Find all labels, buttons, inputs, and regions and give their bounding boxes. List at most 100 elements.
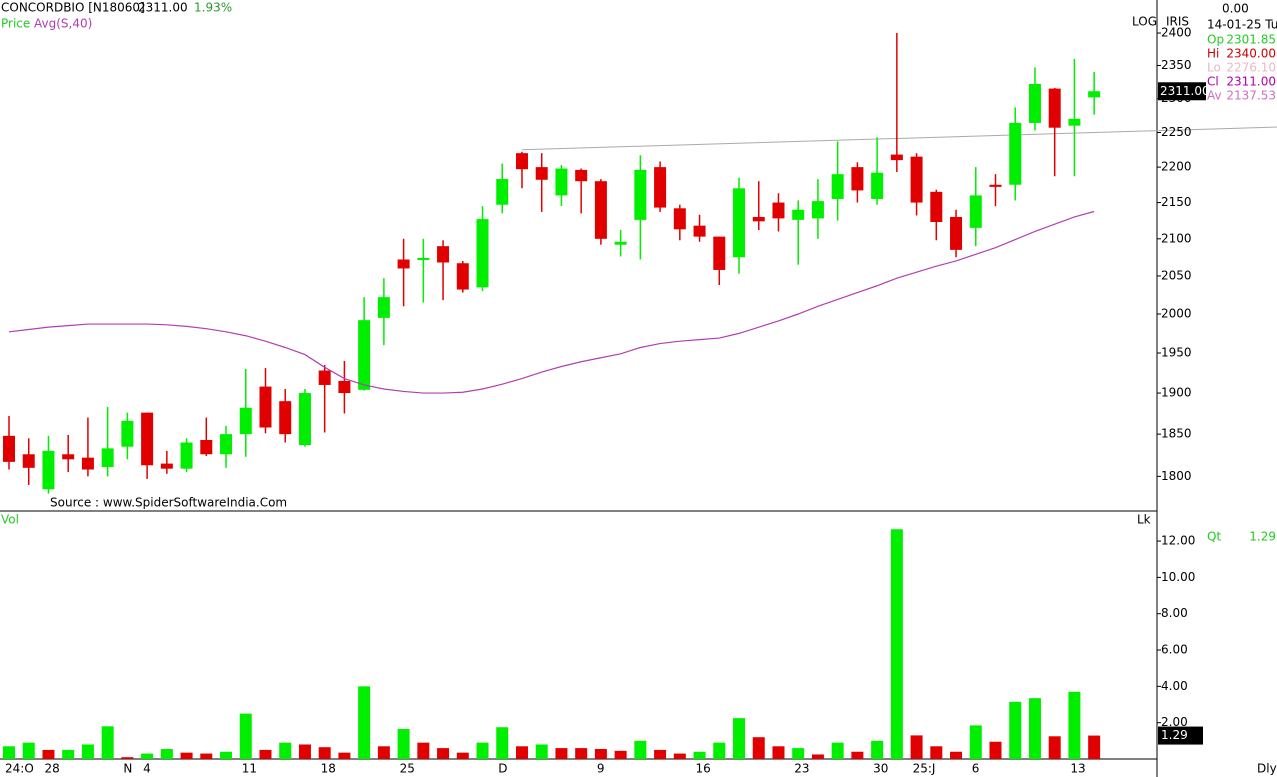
volume-bar <box>594 749 607 759</box>
candle-body <box>910 156 923 203</box>
price-tag: 2311.00 <box>1160 84 1210 98</box>
volume-bar <box>890 529 903 759</box>
info-value: 2311.00 <box>1226 75 1276 89</box>
candle-body <box>950 216 963 250</box>
candle-body <box>101 448 114 467</box>
y-tick-label: 2150 <box>1161 195 1192 209</box>
y-tick-label: 1950 <box>1161 346 1192 360</box>
candle-body <box>200 439 213 455</box>
candle-body <box>1068 118 1081 126</box>
x-tick-label: N <box>123 762 132 776</box>
x-tick-label: 9 <box>597 762 605 776</box>
y-tick-label: 2000 <box>1161 307 1192 321</box>
x-tick-label: 25 <box>400 762 415 776</box>
y-tick-label: 2050 <box>1161 268 1192 282</box>
candle-body <box>62 454 75 460</box>
candle-body <box>654 167 667 208</box>
source-bg <box>48 494 274 510</box>
volume-bar <box>476 742 489 759</box>
date: 14-01-25 Tu <box>1207 18 1277 32</box>
candle-body <box>673 208 686 230</box>
x-tick-label: 23 <box>794 762 809 776</box>
info-value: 2137.53 <box>1226 89 1276 103</box>
candle-body <box>3 435 15 462</box>
candle-body <box>634 169 647 220</box>
volume-bar <box>851 751 864 759</box>
volume-bar <box>397 729 410 759</box>
candle-body <box>476 219 489 288</box>
candle-body <box>121 420 134 447</box>
candle-body <box>930 191 943 223</box>
x-tick-label: 13 <box>1070 762 1085 776</box>
volume-bar <box>1028 698 1041 759</box>
change: 1.93% <box>194 1 232 15</box>
candle-body <box>298 393 311 446</box>
volume-tag: 1.29 <box>1161 728 1188 742</box>
info-value: 2340.00 <box>1226 47 1276 61</box>
candle-body <box>81 457 94 470</box>
candle-body <box>358 320 371 390</box>
y-tick-label: 12.00 <box>1161 534 1195 548</box>
moving-average <box>8 210 1095 394</box>
volume-bar <box>772 746 785 759</box>
candle-body <box>733 188 746 258</box>
candle-body <box>496 179 509 205</box>
candle-body <box>594 181 607 239</box>
price-tag-bg <box>1158 82 1206 101</box>
candle-body <box>42 450 55 490</box>
volume-bar <box>200 753 213 759</box>
y-tick-label: 2200 <box>1161 160 1192 174</box>
interval: Dly <box>1257 762 1277 776</box>
y-tick-label: 4.00 <box>1161 679 1188 693</box>
symbol: CONCORDBIO [N18060] <box>1 1 145 15</box>
candle-body <box>417 258 430 261</box>
candle-body <box>614 241 627 245</box>
info-label: Cl <box>1207 75 1219 89</box>
candle-body <box>220 434 233 455</box>
candle-body <box>535 167 548 180</box>
candle-body <box>1009 122 1022 185</box>
volume-unit: Lk <box>1137 513 1151 527</box>
y-tick-label: 1850 <box>1161 427 1192 441</box>
candle-body <box>575 169 588 182</box>
volume-bar <box>279 742 292 759</box>
plot <box>3 33 1277 759</box>
volume-bar <box>792 748 805 759</box>
volume-bar <box>220 751 233 759</box>
volume-bar <box>121 757 134 759</box>
x-tick-label: 16 <box>696 762 711 776</box>
y-tick-label: 8.00 <box>1161 606 1188 620</box>
candle-body <box>890 154 903 161</box>
candle-body <box>22 454 35 468</box>
tool: IRIS <box>1166 15 1189 29</box>
volume-title: Vol <box>1 513 19 527</box>
volume-bar <box>338 752 351 759</box>
candle-body <box>871 172 884 199</box>
qty-label: Qt <box>1207 530 1221 544</box>
volume-bar <box>1009 701 1022 759</box>
candle-body <box>338 380 351 394</box>
volume-bar <box>614 750 627 759</box>
candle-body <box>792 209 805 220</box>
candle-body <box>989 184 1002 187</box>
top-value: 0.00 <box>1222 2 1249 16</box>
volume-bar <box>693 751 706 759</box>
volume-bar <box>752 737 765 759</box>
source: Source : www.SpiderSoftwareIndia.Com <box>50 496 287 510</box>
volume-bar <box>555 748 568 759</box>
legend-price: Price <box>1 17 30 31</box>
info-value: 2276.10 <box>1226 61 1276 75</box>
volume-bar <box>239 713 252 759</box>
volume-bar <box>22 742 35 759</box>
volume-bar <box>496 727 509 759</box>
x-tick-label: 24:O <box>5 762 34 776</box>
candle-body <box>141 412 154 466</box>
volume-bar <box>1068 691 1081 759</box>
volume-bar <box>811 754 824 759</box>
y-tick-label: 6.00 <box>1161 643 1188 657</box>
volume-bar <box>318 747 331 759</box>
volume-bar <box>101 726 114 759</box>
volume-bar <box>377 746 390 759</box>
